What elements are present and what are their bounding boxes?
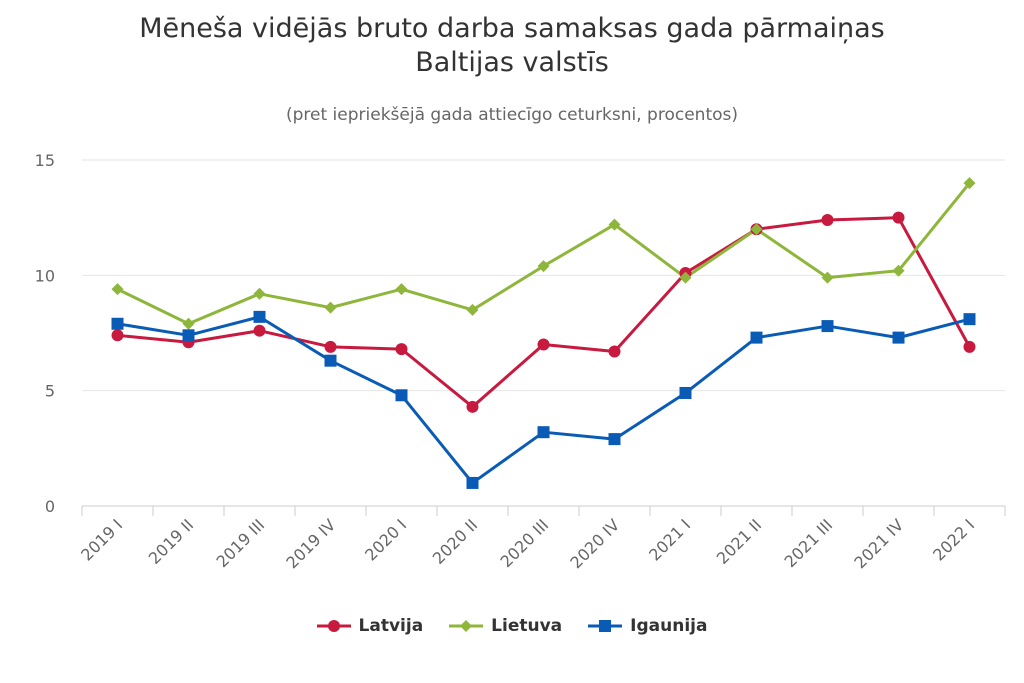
chart-title-line2: Baltijas valstīs: [415, 47, 609, 78]
data-point: [395, 389, 408, 402]
chart-title: Mēneša vidējās bruto darba samaksas gada…: [0, 12, 1024, 80]
x-tick-label: 2019 IV: [282, 515, 339, 572]
data-point: [892, 264, 905, 277]
legend-swatch: [316, 620, 351, 632]
x-tick-label: 2019 II: [145, 515, 198, 568]
data-point: [963, 340, 976, 353]
data-point: [821, 271, 834, 284]
y-tick-label: 5: [45, 382, 55, 401]
x-tick-label: 2020 II: [429, 515, 482, 568]
data-point: [111, 283, 124, 296]
data-point: [253, 324, 266, 337]
data-point: [111, 329, 124, 342]
x-tick-label: 2020 I: [361, 515, 410, 564]
chart-title-line1: Mēneša vidējās bruto darba samaksas gada…: [139, 13, 885, 44]
legend-swatch: [449, 620, 484, 632]
data-point: [324, 354, 337, 367]
x-tick-label: 2021 I: [645, 515, 694, 564]
data-point: [324, 301, 337, 314]
data-point: [466, 476, 479, 489]
x-tick-label: 2021 III: [780, 515, 836, 571]
data-point: [963, 177, 976, 190]
x-tick-label: 2022 I: [929, 515, 978, 564]
legend: Latvija Lietuva Igaunija: [0, 616, 1024, 636]
data-point: [253, 287, 266, 300]
data-point: [750, 223, 763, 236]
data-point: [466, 400, 479, 413]
data-point: [679, 386, 692, 399]
chart-subtitle: (pret iepriekšējā gada attiecīgo ceturks…: [285, 105, 739, 125]
data-point: [608, 218, 621, 231]
series-line-lietuva: [116, 182, 971, 326]
legend-swatch: [588, 620, 623, 632]
y-tick-label: 10: [35, 266, 55, 285]
y-tick-label: 0: [45, 497, 55, 516]
data-point: [750, 331, 763, 344]
legend-item-latvija[interactable]: Latvija: [316, 616, 424, 636]
data-point: [821, 213, 834, 226]
legend-label: Igaunija: [630, 616, 708, 636]
data-point: [608, 345, 621, 358]
data-point: [537, 338, 550, 351]
data-point: [679, 271, 692, 284]
data-point: [466, 303, 479, 316]
data-point: [537, 426, 550, 439]
legend-item-lietuva[interactable]: Lietuva: [449, 616, 562, 636]
data-point: [537, 260, 550, 273]
data-point: [324, 340, 337, 353]
data-point: [253, 310, 266, 323]
data-point: [182, 329, 195, 342]
legend-label: Lietuva: [491, 616, 563, 636]
x-tick-label: 2020 III: [496, 515, 552, 571]
series-line-latvija: [117, 216, 971, 409]
data-point: [395, 283, 408, 296]
legend-item-igaunija[interactable]: Igaunija: [588, 616, 707, 636]
data-point: [821, 320, 834, 333]
y-tick-label: 15: [35, 151, 55, 170]
data-point: [608, 433, 621, 446]
data-point: [111, 317, 124, 330]
x-tick-label: 2019 I: [77, 515, 126, 564]
data-point: [892, 211, 905, 224]
data-point: [892, 331, 905, 344]
x-tick-label: 2021 IV: [850, 515, 907, 572]
x-tick-label: 2021 II: [713, 515, 766, 568]
legend-label: Latvija: [358, 616, 424, 636]
data-point: [395, 343, 408, 356]
data-point: [182, 317, 195, 330]
x-tick-label: 2019 III: [212, 515, 268, 571]
x-tick-label: 2020 IV: [566, 515, 623, 572]
data-point: [963, 313, 976, 326]
